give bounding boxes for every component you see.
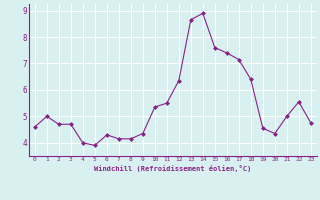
X-axis label: Windchill (Refroidissement éolien,°C): Windchill (Refroidissement éolien,°C) xyxy=(94,165,252,172)
